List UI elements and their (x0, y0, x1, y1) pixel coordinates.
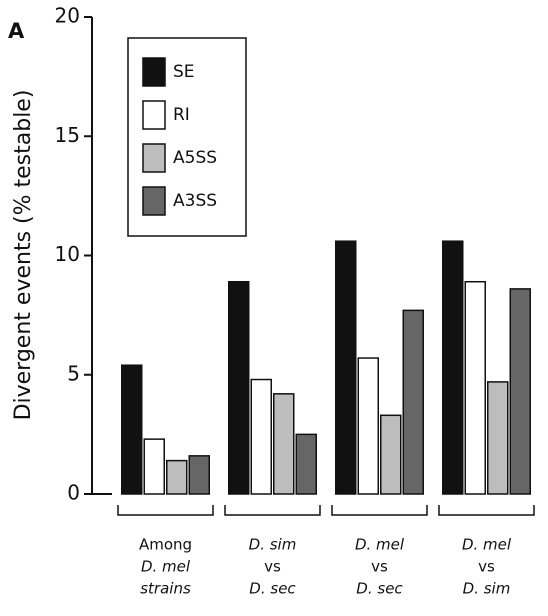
group-bracket (224, 505, 321, 516)
x-tick-label: Among (139, 536, 192, 554)
bar (295, 433, 317, 495)
x-tick-label: D. mel (355, 536, 405, 554)
x-tick-label: D. sec (249, 580, 296, 598)
bar (228, 280, 250, 495)
x-tick-label: vs (264, 558, 281, 576)
x-tick-label: vs (371, 558, 388, 576)
x-tick-label: vs (478, 558, 495, 576)
y-tick-label: 0 (67, 481, 80, 505)
legend-swatch (142, 143, 166, 173)
bar (357, 357, 379, 495)
group-bracket (331, 505, 428, 516)
bar (273, 393, 295, 495)
y-tick-label: 10 (55, 242, 80, 266)
legend-label: SE (173, 62, 195, 82)
legend-label: A3SS (173, 191, 217, 211)
bar (464, 280, 486, 495)
x-tick-label: D. sec (356, 580, 403, 598)
panel-label: A (8, 19, 25, 43)
legend-swatch (142, 100, 166, 130)
legend-swatch (142, 57, 166, 87)
bar (335, 240, 357, 495)
bar (509, 288, 531, 495)
x-tick-label: D. mel (141, 558, 191, 576)
y-axis-label: Divergent events (% testable) (11, 90, 36, 421)
legend (127, 37, 247, 237)
x-tick-label: strains (140, 580, 191, 598)
bar (143, 438, 165, 495)
group-bracket (438, 505, 535, 516)
bar (121, 364, 143, 495)
x-tick-label: D. mel (462, 536, 512, 554)
x-tick-label: D. sim (463, 580, 511, 598)
y-tick-label: 15 (55, 123, 80, 147)
bar (188, 455, 210, 495)
bar (442, 240, 464, 495)
y-tick-label: 5 (67, 361, 80, 385)
bar (487, 381, 509, 495)
y-tick-label: 20 (55, 4, 80, 28)
group-bracket (117, 505, 214, 516)
bar (402, 309, 424, 495)
bar (380, 414, 402, 495)
x-tick-label: D. sim (249, 536, 297, 554)
bar (250, 378, 272, 495)
legend-label: A5SS (173, 148, 217, 168)
legend-swatch (142, 186, 166, 216)
legend-label: RI (173, 105, 190, 125)
bar (166, 459, 188, 495)
